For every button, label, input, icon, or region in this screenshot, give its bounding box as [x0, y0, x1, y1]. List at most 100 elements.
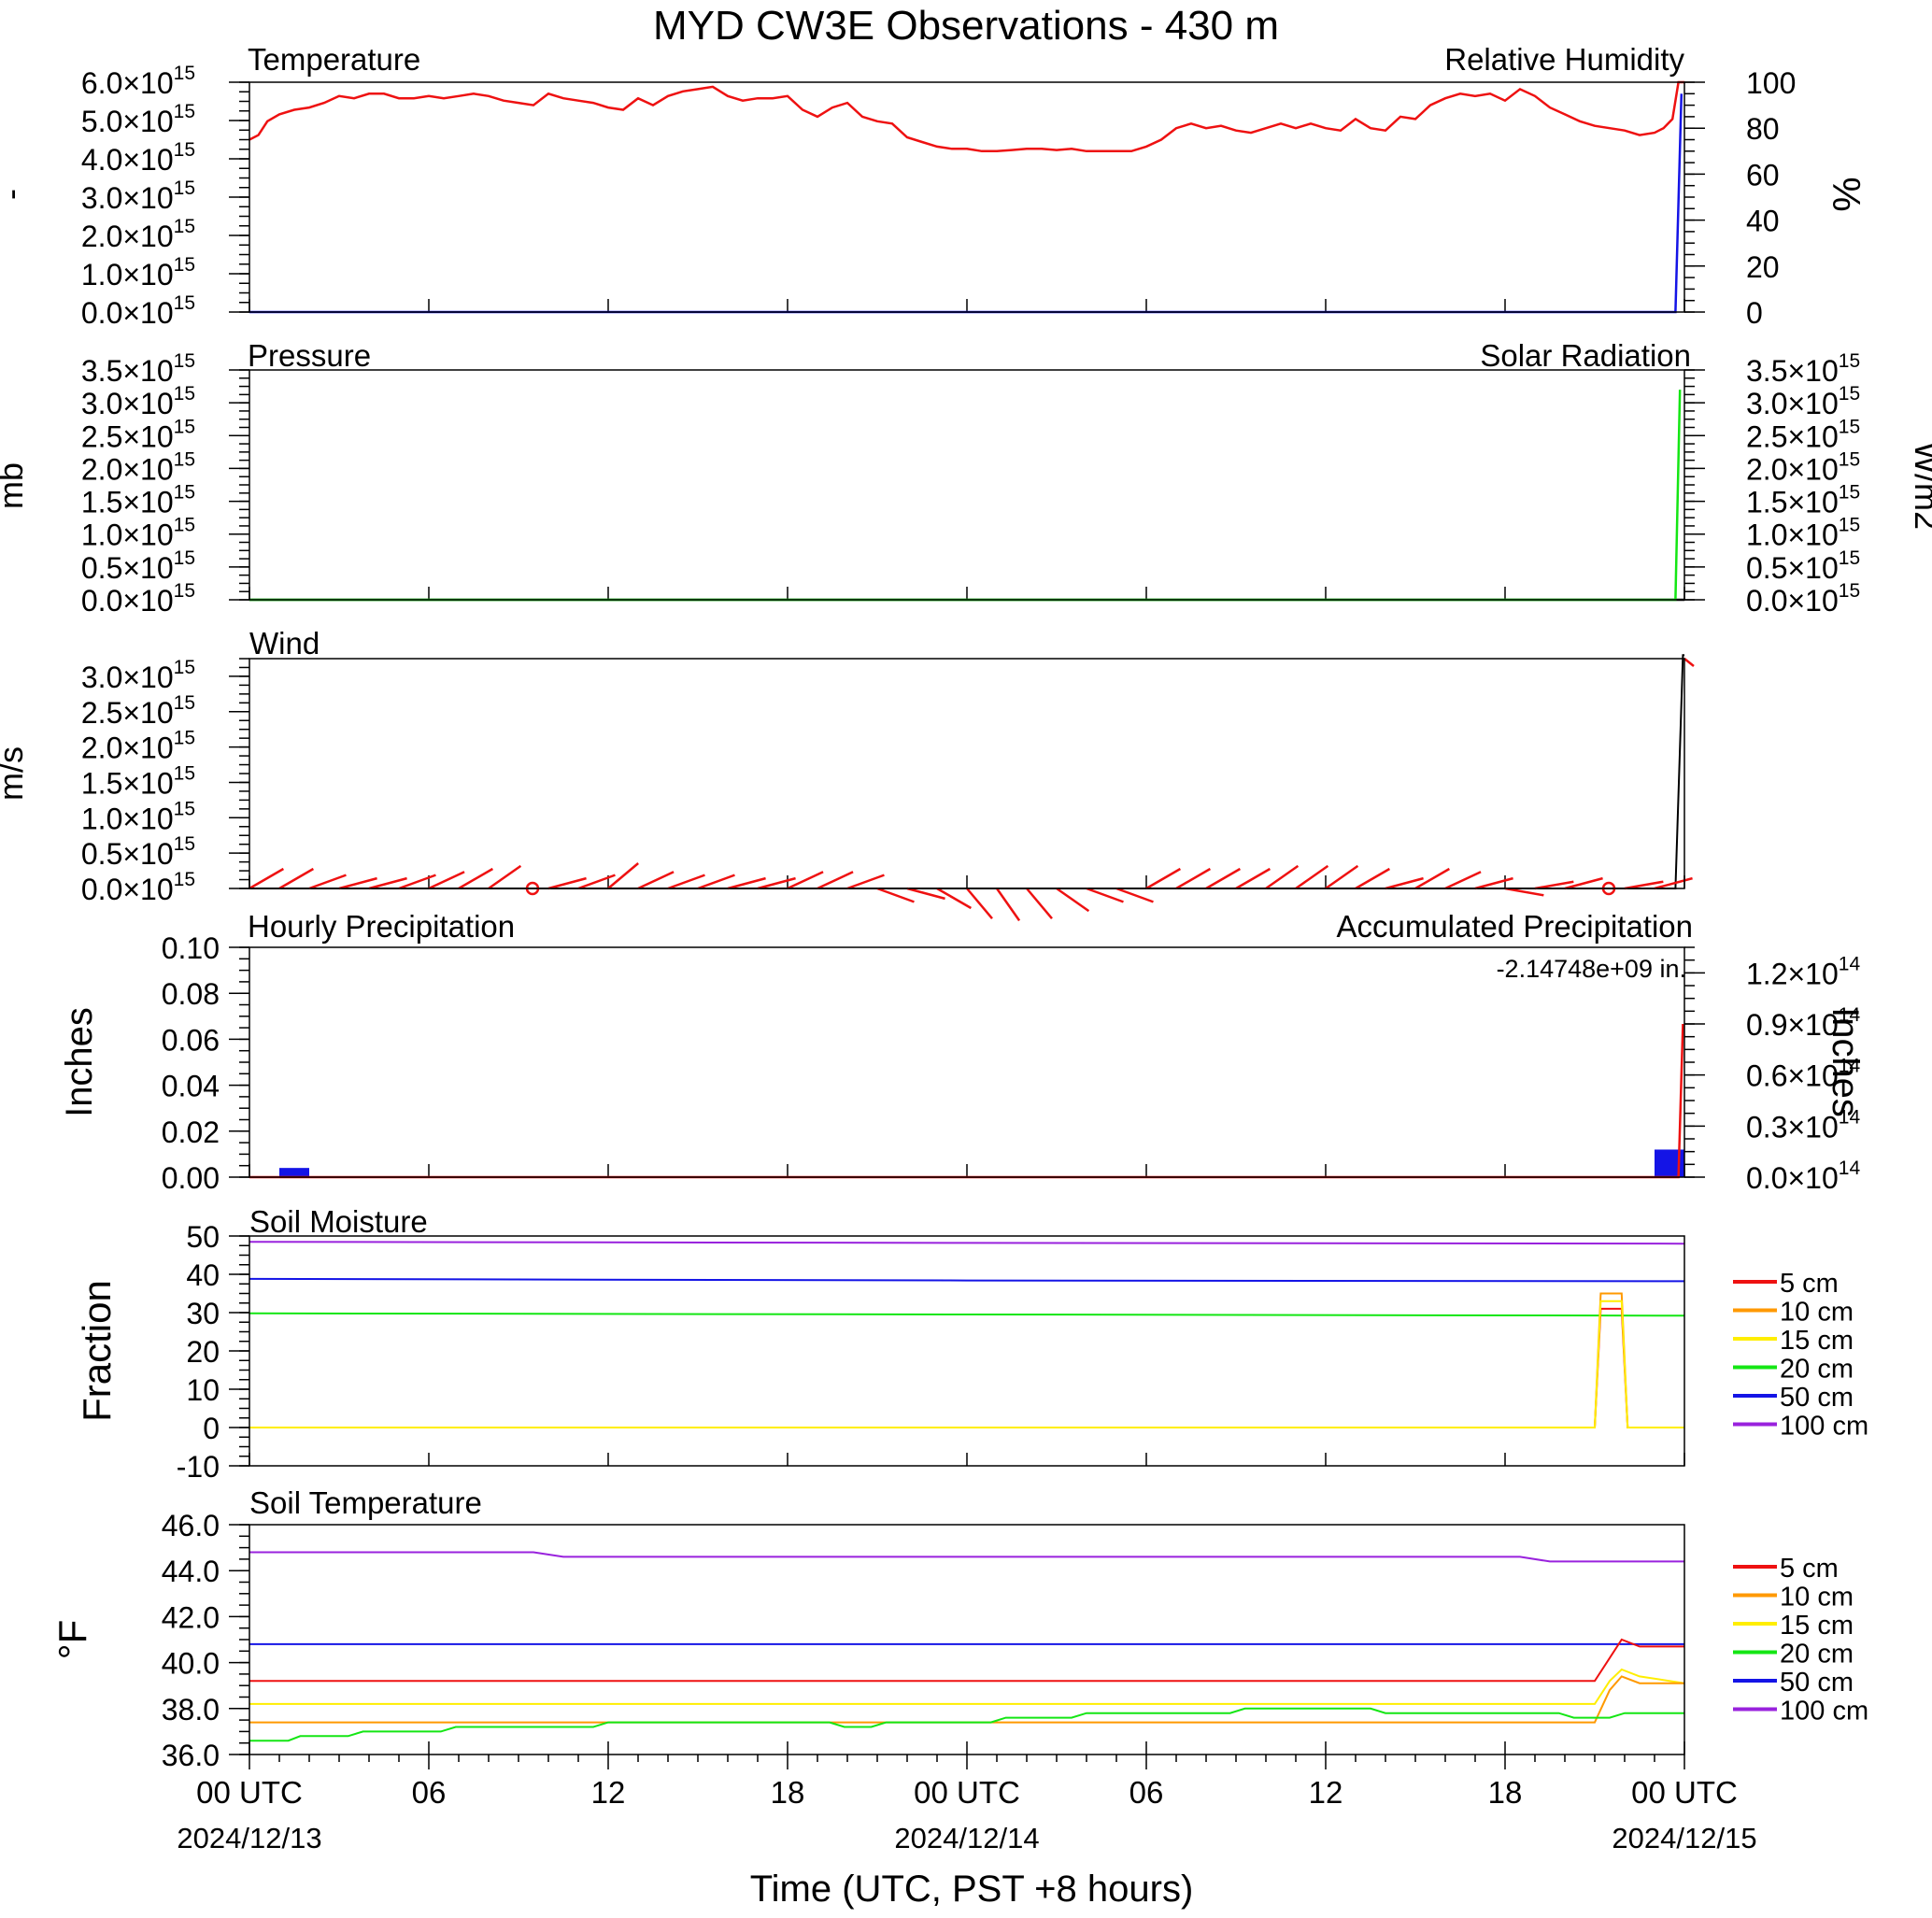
- wind-barb: [1385, 876, 1424, 890]
- wind-barb: [876, 887, 915, 903]
- soil-moisture-line: [249, 1307, 1684, 1428]
- precipitation-plot: [249, 1023, 1685, 1179]
- y-tick-label: 0.04: [162, 1070, 220, 1103]
- precip-bar: [279, 1168, 309, 1177]
- wind-barb: [249, 867, 284, 890]
- accum-precip-line: [249, 1023, 1684, 1179]
- humidity-title: Relative Humidity: [1444, 42, 1684, 77]
- y-tick-label: 2.0×1015: [81, 448, 195, 486]
- temperature-title: Temperature: [248, 42, 420, 77]
- pressure-ylabel: mb: [0, 462, 30, 509]
- soil-temperature-line: [249, 1638, 1684, 1683]
- pressure-frame: [249, 369, 1685, 601]
- precip-frame: [249, 946, 1685, 1178]
- y2-tick-label: 3.0×1015: [1746, 383, 1860, 420]
- pressure-solar-plot: [249, 390, 1685, 602]
- y-tick-label: 3.0×1015: [81, 178, 195, 215]
- y-tick-label: 6.0×1015: [81, 63, 195, 100]
- time-axis-label: Time (UTC, PST +8 hours): [750, 1868, 1194, 1910]
- legend-label: 100 cm: [1780, 1412, 1868, 1442]
- soil-temperature-line: [249, 1668, 1685, 1705]
- soil-moisture-frame: [249, 1235, 1685, 1467]
- solar-line: [249, 390, 1682, 602]
- soil-moisture-line: [249, 1312, 1685, 1317]
- y2-tick-label: 0.6×1014: [1746, 1056, 1860, 1093]
- y2-tick-label: 2.5×1015: [1746, 416, 1860, 453]
- legend-label: 10 cm: [1780, 1583, 1854, 1613]
- accum-precip-note: -2.14748e+09 in.: [1497, 955, 1686, 983]
- x-tick-label: 00 UTC: [1631, 1775, 1738, 1810]
- wind-barb: [1235, 867, 1271, 890]
- wind-barb: [936, 887, 972, 910]
- wind-barb: [458, 867, 493, 890]
- y-tick-label: 42.0: [162, 1600, 220, 1634]
- panel-temperature-humidity: Temperature Relative Humidity - % 0.0×10…: [0, 42, 1868, 330]
- panel-soil-moisture: Soil Moisture Fraction -10 0 10 20 30 40 50 5 …: [75, 1204, 1868, 1484]
- wind-barb: [547, 876, 587, 890]
- y-tick-label: 3.0×1015: [81, 657, 195, 694]
- wind-barb: [338, 876, 377, 890]
- panel-precipitation: Hourly Precipitation Accumulated Precipi…: [59, 909, 1866, 1195]
- legend-label: 50 cm: [1780, 1668, 1854, 1698]
- wind-barb: [966, 888, 993, 919]
- accum-precip-title: Accumulated Precipitation: [1336, 909, 1693, 944]
- y-tick-label: 0.02: [162, 1115, 220, 1149]
- legend-label: 100 cm: [1780, 1697, 1868, 1726]
- y2-tick-label: 0.0×1014: [1746, 1158, 1860, 1195]
- y2-tick-label: 1.2×1014: [1746, 953, 1860, 990]
- pressure-title: Pressure: [248, 338, 371, 373]
- soil-temperature-line: [249, 1707, 1684, 1742]
- x-tick-label: 00 UTC: [914, 1775, 1020, 1810]
- y-tick-label: 2.0×1015: [81, 728, 195, 765]
- y-tick-label: 5.0×1015: [81, 101, 195, 138]
- x-tick-label: 06: [1129, 1775, 1164, 1810]
- y2-tick-label: 0.9×1014: [1746, 1004, 1860, 1042]
- y-tick-label: 1.0×1015: [81, 254, 195, 291]
- x-tick-label: 00 UTC: [196, 1775, 303, 1810]
- y2-tick-label: 3.5×1015: [1746, 350, 1860, 388]
- soil-moisture-line: [249, 1241, 1685, 1245]
- legend-label: 5 cm: [1780, 1554, 1839, 1584]
- panel-wind: Wind m/s 0.0×10150.5×10151.0×10151.5×101…: [0, 626, 1695, 922]
- wind-barb: [1026, 888, 1053, 919]
- temperature-ylabel: -: [0, 189, 30, 200]
- wind-barb: [577, 874, 616, 890]
- temperature-humidity-plot: [249, 80, 1685, 314]
- wind-barb: [1175, 867, 1211, 890]
- y-tick-label: 2.0×1015: [81, 216, 195, 253]
- soil-temperature-axis: 36.0 38.0 40.0 42.0 44.0 46.0: [162, 1509, 249, 1772]
- y-tick-label: 3.0×1015: [81, 383, 195, 420]
- wind-speed-line: [249, 654, 1684, 889]
- wind-barb: [308, 874, 347, 890]
- y-tick-label: 2.5×1015: [81, 692, 195, 730]
- wind-barb: [1355, 867, 1390, 890]
- soil-temperature-line: [249, 1675, 1684, 1724]
- x-tick-label: 06: [412, 1775, 447, 1810]
- y-tick-label: 0.08: [162, 977, 220, 1011]
- accum-precip-axis: 0.0×1014 0.3×1014 0.6×1014 0.9×1014 1.2×1014: [1684, 946, 1860, 1195]
- panel-soil-temperature: Soil Temperature °F 36.0 38.0 40.0 42.0 44.0…: [50, 1485, 1868, 1772]
- pressure-axis: 0.0×10150.5×10151.0×10151.5×10152.0×1015…: [81, 350, 249, 618]
- temperature-frame: [249, 81, 1685, 313]
- y-tick-label: 20: [186, 1335, 220, 1369]
- y2-tick-label: 2.0×1015: [1746, 448, 1860, 486]
- y-tick-label: 40.0: [162, 1647, 220, 1681]
- x-date-label: 2024/12/15: [1612, 1822, 1756, 1854]
- legend-label: 20 cm: [1780, 1355, 1854, 1385]
- wind-barb: [727, 876, 766, 890]
- y2-tick-label: 0.3×1014: [1746, 1106, 1860, 1144]
- wind-barb: [817, 871, 854, 890]
- wind-barb: [697, 874, 735, 890]
- wind-barb: [995, 888, 1021, 922]
- wind-barb: [667, 874, 705, 890]
- soil-temperature-frame: [249, 1524, 1685, 1755]
- legend-label: 15 cm: [1780, 1611, 1854, 1641]
- temperature-line: [249, 93, 1683, 314]
- soil-moisture-ylabel: Fraction: [75, 1280, 119, 1422]
- solar-axis: 0.0×10150.5×10151.0×10151.5×10152.0×1015…: [1684, 350, 1860, 618]
- y-tick-label: -10: [177, 1450, 220, 1484]
- y-tick-label: 1.5×1015: [81, 762, 195, 800]
- hourly-precip-axis: 0.00 0.02 0.04 0.06 0.08 0.10: [162, 931, 249, 1195]
